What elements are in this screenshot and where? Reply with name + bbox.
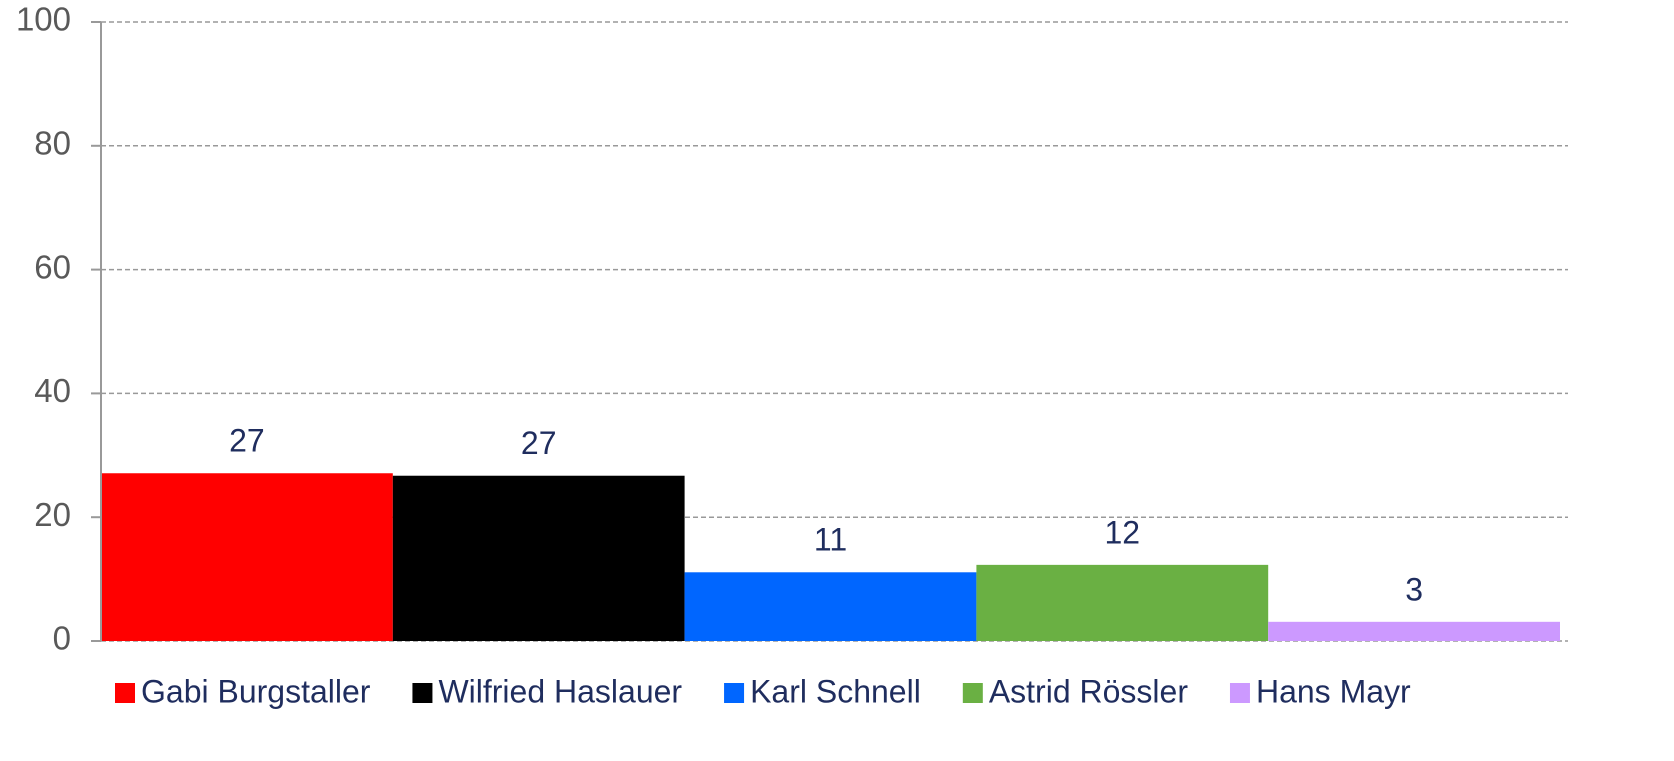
y-tick-label: 20 [34,496,71,533]
legend-swatch [115,683,135,703]
legend-label: Hans Mayr [1256,673,1411,709]
data-label: 12 [1105,514,1141,550]
data-label: 11 [814,522,847,558]
legend-label: Karl Schnell [750,673,921,709]
data-label: 27 [229,423,265,459]
legend-swatch [1229,683,1250,703]
legend-label: Astrid Rössler [989,673,1189,709]
legend-swatch [724,683,745,703]
bar [392,475,685,641]
bar [101,473,393,641]
y-tick-label: 100 [16,1,71,38]
bar [1268,621,1560,641]
legend-label: Wilfried Haslauer [438,673,682,709]
y-tick-label: 80 [34,125,71,162]
legend-swatch [962,683,983,703]
y-tick-label: 0 [53,620,71,657]
bar [976,564,1269,641]
legend-swatch [412,683,433,703]
data-label: 3 [1405,571,1423,607]
legend-label: Gabi Burgstaller [141,673,371,709]
y-tick-label: 60 [34,248,71,285]
data-label: 27 [521,425,557,461]
y-tick-label: 40 [34,372,71,409]
bar [684,572,977,641]
